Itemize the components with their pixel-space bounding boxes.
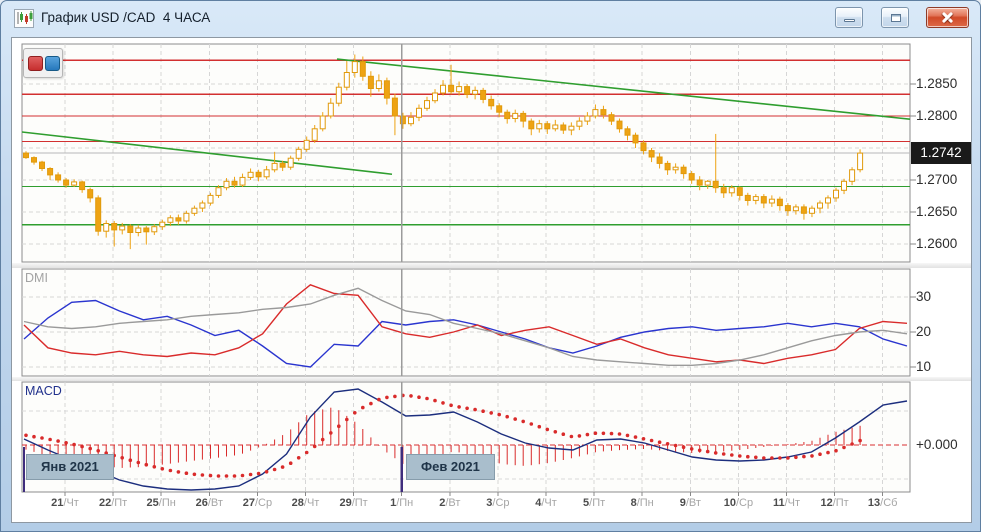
- panel-splitter-main-dmi[interactable]: [12, 263, 971, 268]
- x-axis-day-label: 8/Пн: [630, 497, 654, 509]
- x-axis-day-label: 10/Ср: [723, 497, 754, 509]
- candlestick-chart-icon: [14, 9, 34, 28]
- x-axis-day-label: 22/Пт: [98, 497, 128, 509]
- dmi-axis-label: 10: [916, 359, 932, 374]
- x-axis-day-label: 21/Чт: [51, 497, 79, 509]
- chart-client-area: DMI MACD Янв 2021 Фев 2021 1.2742 1.2850…: [11, 37, 972, 523]
- price-axis-label: 1.2800: [916, 108, 958, 123]
- x-axis-day-label: 3/Ср: [486, 497, 510, 509]
- restore-icon: [890, 14, 901, 22]
- price-axis-label: 1.2600: [916, 236, 958, 251]
- x-axis-day-label: 27/Ср: [242, 497, 273, 509]
- window-title: График USD /CAD 4 ЧАСА: [41, 10, 211, 25]
- x-axis-day-label: 9/Вт: [679, 497, 701, 509]
- minimize-button[interactable]: [835, 7, 864, 28]
- blue-square-button[interactable]: [45, 56, 60, 71]
- x-axis-day-label: 13/Сб: [867, 497, 898, 509]
- window-titlebar[interactable]: График USD /CAD 4 ЧАСА: [1, 1, 980, 37]
- x-axis-day-label: 1/Пн: [390, 497, 414, 509]
- chart-mini-toolbar: [23, 48, 63, 78]
- month-label-feb: Фев 2021: [406, 454, 495, 480]
- x-axis-day-label: 11/Чт: [772, 497, 801, 509]
- x-axis-day-label: 2/Вт: [439, 497, 461, 509]
- dmi-lines-group: [23, 284, 908, 368]
- candles-group: [23, 54, 864, 250]
- dmi-axis-label: 30: [916, 289, 932, 304]
- panel-splitter-dmi-macd[interactable]: [12, 377, 971, 381]
- x-axis-day-label: 5/Пт: [583, 497, 606, 509]
- dmi-axis-label: 20: [916, 324, 932, 339]
- restore-button[interactable]: [880, 7, 909, 28]
- x-axis-day-label: 4/Чт: [535, 497, 557, 509]
- dmi-panel-label: DMI: [25, 271, 48, 285]
- price-axis-label: 1.2700: [916, 172, 958, 187]
- macd-panel-label: MACD: [25, 384, 62, 398]
- close-button[interactable]: [926, 7, 969, 28]
- trendlines-group: [22, 58, 910, 176]
- chart-canvas[interactable]: [12, 38, 972, 523]
- x-axis-day-label: 25/Пн: [146, 497, 176, 509]
- x-axis-day-label: 26/Вт: [195, 497, 223, 509]
- macd-zero-label: +0.000: [916, 437, 958, 452]
- x-axis-day-label: 28/Чт: [291, 497, 320, 509]
- minimize-icon: [844, 19, 856, 22]
- price-axis-label: 1.2650: [916, 204, 958, 219]
- close-icon: [942, 12, 953, 23]
- current-price-badge: 1.2742: [911, 142, 971, 164]
- month-label-jan: Янв 2021: [26, 454, 114, 480]
- x-axis-day-label: 12/Пт: [820, 497, 849, 509]
- red-square-button[interactable]: [28, 56, 43, 71]
- price-axis-label: 1.2850: [916, 76, 958, 91]
- x-axis-day-label: 29/Пт: [339, 497, 368, 509]
